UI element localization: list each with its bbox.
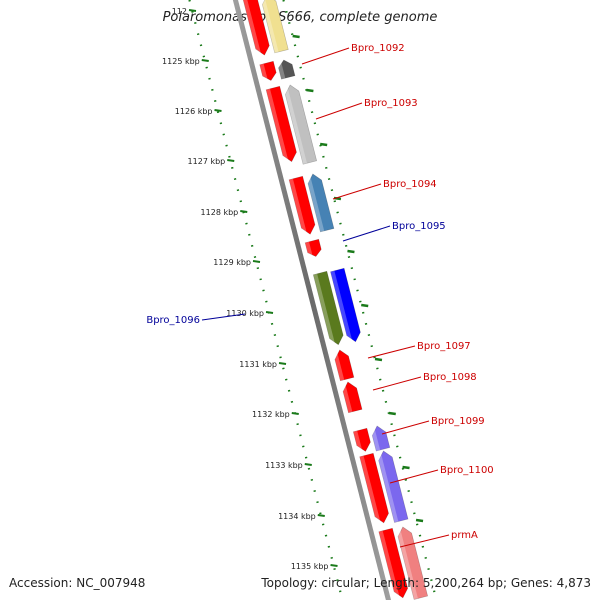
- gene-arrow[interactable]: [265, 85, 298, 164]
- inner-tick: [265, 311, 274, 314]
- gene-arrow[interactable]: [288, 175, 317, 236]
- gene-label[interactable]: Bpro_1094: [383, 179, 437, 190]
- gene-track: [242, 0, 429, 600]
- gene-arrow[interactable]: [376, 449, 409, 523]
- outer-tick: [306, 88, 314, 93]
- gene-label[interactable]: Bpro_1093: [364, 98, 418, 109]
- gene-arrow[interactable]: [378, 527, 410, 600]
- gene-arrow[interactable]: [283, 83, 318, 165]
- label-leader: [381, 420, 430, 435]
- inner-tick: [304, 463, 312, 466]
- label-leader: [367, 345, 416, 359]
- outer-tick: [347, 249, 355, 254]
- tick-label: 1126 kbp: [175, 107, 213, 116]
- genome-backbone: [232, 0, 392, 600]
- label-leader: [389, 469, 439, 484]
- gene-label[interactable]: Bpro_1095: [392, 221, 446, 232]
- tick-label: 1129 kbp: [213, 258, 251, 267]
- tick-label: 1128 kbp: [201, 208, 239, 217]
- inner-tick: [291, 412, 299, 415]
- outer-tick: [361, 303, 369, 308]
- tick-label: 1134 kbp: [278, 512, 316, 521]
- topology-text: Topology: circular; Length: 5,200,264 bp…: [261, 576, 591, 590]
- gene-label[interactable]: Bpro_1096: [146, 315, 200, 326]
- gene-arrow[interactable]: [306, 172, 335, 233]
- label-leader: [201, 313, 246, 321]
- gene-arrow[interactable]: [359, 452, 391, 525]
- gene-arrow[interactable]: [276, 58, 296, 80]
- inner-tick: [214, 109, 222, 112]
- label-leader: [332, 183, 382, 200]
- inner-tick: [278, 362, 287, 365]
- tick-label: 1135 kbp: [291, 562, 329, 571]
- inner-tick: [317, 514, 325, 517]
- tick-label: 112: [172, 7, 187, 16]
- gene-arrow[interactable]: [304, 238, 323, 259]
- label-leader: [399, 534, 450, 548]
- tick-label: 1130 kbp: [226, 309, 264, 318]
- backbone-line: [232, 0, 392, 600]
- outer-tick: [388, 411, 396, 416]
- label-leader: [342, 225, 391, 242]
- label-leader: [315, 102, 363, 120]
- inner-tick: [240, 210, 248, 213]
- accession-text: Accession: NC_007948: [9, 576, 146, 590]
- gene-label[interactable]: Bpro_1092: [351, 43, 405, 54]
- gene-label[interactable]: prmA: [451, 530, 478, 541]
- outer-tick: [374, 357, 383, 362]
- gene-arrow[interactable]: [341, 380, 363, 414]
- gene-label[interactable]: Bpro_1097: [417, 341, 471, 352]
- gene-label[interactable]: Bpro_1100: [440, 465, 494, 476]
- inner-tick: [188, 9, 197, 12]
- gene-arrow[interactable]: [370, 424, 391, 452]
- gene-arrow[interactable]: [352, 427, 372, 454]
- label-leader: [301, 47, 350, 65]
- inner-tick: [201, 59, 209, 62]
- gene-label[interactable]: Bpro_1099: [431, 416, 485, 427]
- tick-label: 1131 kbp: [239, 360, 277, 369]
- map-title: Polaromonas sp. JS666, complete genome: [162, 10, 438, 25]
- tick-label: 1132 kbp: [252, 410, 290, 419]
- gene-arrow[interactable]: [330, 267, 363, 344]
- tick-label: 1125 kbp: [162, 57, 200, 66]
- tick-label: 1127 kbp: [188, 157, 226, 166]
- gene-arrow[interactable]: [332, 348, 355, 382]
- inner-tick: [227, 159, 235, 162]
- outer-tick: [319, 142, 328, 147]
- outer-tick: [415, 518, 424, 523]
- inner-tick: [330, 564, 338, 567]
- gene-arrow[interactable]: [396, 525, 429, 600]
- tick-label: 1133 kbp: [265, 461, 303, 470]
- outer-tick: [402, 465, 410, 470]
- gene-label[interactable]: Bpro_1098: [423, 372, 477, 383]
- label-leader: [372, 376, 422, 391]
- gene-arrow[interactable]: [260, 0, 289, 54]
- gene-label-group: Bpro_1092 Bpro_1093 Bpro_1094 Bpro_1095 Bpro…: [146, 43, 494, 548]
- outer-tick: [292, 34, 300, 39]
- gene-arrow[interactable]: [242, 0, 271, 57]
- inner-tick: [252, 260, 261, 263]
- tick-label-group: 112 1125 kbp 1126 kbp 1127 kbp 1128 kbp 1129 …: [162, 7, 424, 571]
- gene-arrow[interactable]: [259, 60, 278, 83]
- gene-arrow[interactable]: [312, 270, 345, 347]
